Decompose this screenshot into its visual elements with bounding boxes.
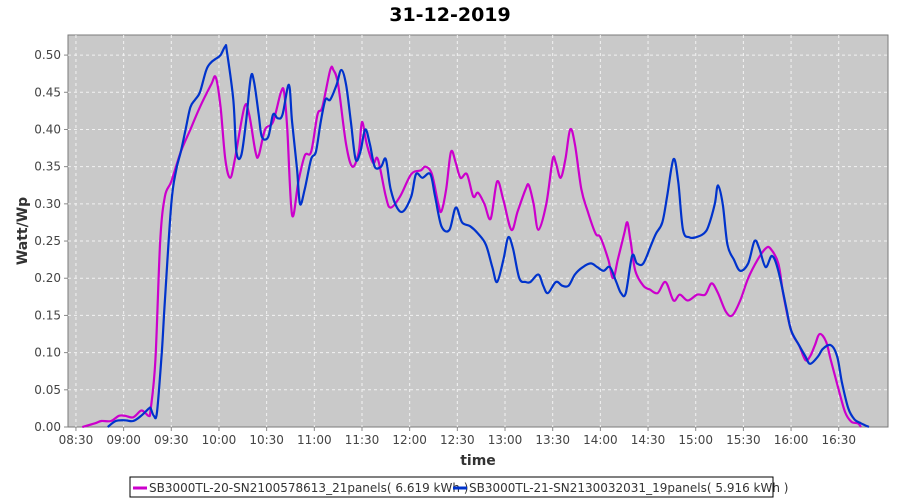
x-tick-label: 10:00 — [202, 433, 237, 447]
x-tick-label: 11:30 — [345, 433, 380, 447]
x-tick-label: 13:00 — [488, 433, 523, 447]
y-tick-label: 0.25 — [34, 234, 61, 248]
y-tick-label: 0.50 — [34, 48, 61, 62]
x-tick-label: 11:00 — [297, 433, 332, 447]
x-axis: 08:30 09:00 09:30 10:00 10:30 11:00 11:30 12:00… — [59, 427, 856, 447]
x-tick-label: 14:00 — [583, 433, 618, 447]
y-tick-label: 0.35 — [34, 160, 61, 174]
x-tick-label: 10:30 — [249, 433, 284, 447]
x-tick-label: 08:30 — [59, 433, 94, 447]
x-tick-label: 12:30 — [440, 433, 475, 447]
y-tick-label: 0.00 — [34, 420, 61, 434]
y-tick-label: 0.05 — [34, 383, 61, 397]
series-line-2 — [107, 44, 870, 428]
x-tick-label: 09:30 — [154, 433, 189, 447]
series-line-1 — [81, 65, 862, 429]
y-tick-label: 0.30 — [34, 197, 61, 211]
x-tick-label: 16:00 — [774, 433, 809, 447]
legend: SB3000TL-20-SN2100578613_21panels( 6.619… — [129, 476, 788, 498]
x-axis-label: time — [460, 453, 496, 469]
x-tick-label: 09:00 — [106, 433, 141, 447]
x-tick-label: 12:00 — [392, 433, 427, 447]
chart-title: 31-12-2019 — [389, 4, 511, 26]
y-axis-label: Watt/Wp — [15, 197, 31, 265]
x-tick-label: 14:30 — [631, 433, 666, 447]
legend-label-series-1: SB3000TL-20-SN2100578613_21panels( 6.619… — [149, 481, 468, 495]
y-tick-label: 0.15 — [34, 308, 61, 322]
x-tick-label: 15:30 — [726, 433, 761, 447]
grid-lines — [68, 35, 888, 427]
y-tick-label: 0.45 — [34, 85, 61, 99]
y-tick-label: 0.10 — [34, 346, 61, 360]
y-tick-label: 0.40 — [34, 122, 61, 136]
series-lines — [81, 44, 870, 429]
plot-area — [67, 34, 889, 428]
y-tick-label: 0.20 — [34, 271, 61, 285]
x-tick-label: 16:30 — [821, 433, 856, 447]
x-tick-label: 13:30 — [535, 433, 570, 447]
x-tick-label: 15:00 — [678, 433, 713, 447]
legend-label-series-2: SB3000TL-21-SN2130032031_19panels( 5.916… — [469, 481, 788, 495]
y-axis: 0.00 0.05 0.10 0.15 0.20 0.25 0.30 0.35 0.40 0.45… — [34, 48, 68, 434]
